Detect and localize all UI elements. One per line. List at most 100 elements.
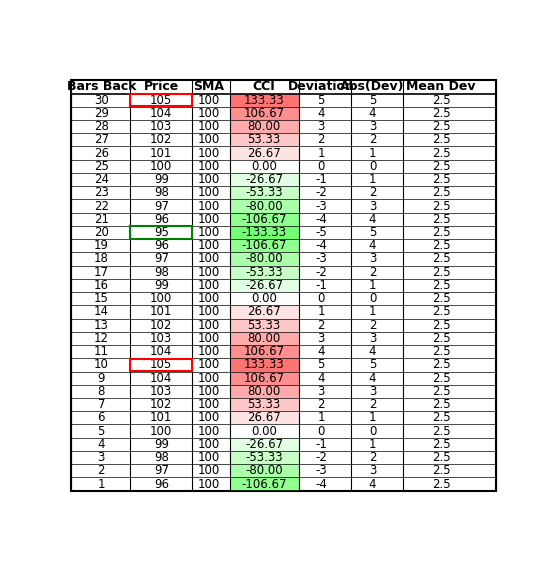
Text: 100: 100 [197,200,220,213]
Text: 9: 9 [97,371,105,385]
FancyBboxPatch shape [230,252,299,265]
Text: 30: 30 [94,94,108,107]
Text: 100: 100 [197,465,220,477]
Text: 106.67: 106.67 [243,371,285,385]
Text: 2.5: 2.5 [432,160,451,173]
Text: 2.5: 2.5 [432,371,451,385]
Text: -2: -2 [315,451,327,464]
Text: 80.00: 80.00 [248,332,281,345]
Text: 2: 2 [369,319,376,332]
Text: 2.5: 2.5 [432,358,451,371]
Text: 12: 12 [94,332,109,345]
Text: 2.5: 2.5 [432,438,451,451]
Text: 100: 100 [197,411,220,424]
FancyBboxPatch shape [230,120,299,133]
Text: 102: 102 [150,134,173,146]
Text: 2.5: 2.5 [432,134,451,146]
Text: 26.67: 26.67 [247,411,281,424]
Text: -1: -1 [315,173,327,186]
Text: 21: 21 [94,213,109,226]
Text: 2.5: 2.5 [432,451,451,464]
FancyBboxPatch shape [230,305,299,319]
FancyBboxPatch shape [230,199,299,213]
Text: 19: 19 [94,239,109,252]
Text: 1: 1 [317,146,325,159]
Text: 133.33: 133.33 [244,94,284,107]
Text: 100: 100 [197,252,220,265]
Text: 97: 97 [154,252,169,265]
Text: 100: 100 [197,134,220,146]
Text: 2.5: 2.5 [432,120,451,133]
Text: 101: 101 [150,411,173,424]
Text: 102: 102 [150,398,173,411]
Text: -53.33: -53.33 [246,186,283,199]
FancyBboxPatch shape [230,451,299,464]
Text: 1: 1 [369,438,376,451]
Text: 104: 104 [150,345,173,358]
Text: -4: -4 [315,239,327,252]
Text: 100: 100 [150,292,173,305]
Text: 17: 17 [94,266,109,279]
Text: Bars Back: Bars Back [66,80,136,93]
Text: 2.5: 2.5 [432,292,451,305]
Text: 100: 100 [197,385,220,398]
FancyBboxPatch shape [230,279,299,292]
Text: 3: 3 [317,120,325,133]
Text: 5: 5 [369,94,376,107]
Text: 1: 1 [317,411,325,424]
Text: 2: 2 [317,319,325,332]
Text: 1: 1 [369,305,376,319]
Text: 100: 100 [197,371,220,385]
Text: -26.67: -26.67 [245,279,283,292]
Text: 4: 4 [369,477,376,490]
Text: 100: 100 [197,332,220,345]
Text: 96: 96 [154,239,169,252]
Text: Deviation: Deviation [288,80,354,93]
Text: 2: 2 [369,266,376,279]
Text: 2.5: 2.5 [432,305,451,319]
Text: 16: 16 [94,279,109,292]
Text: 99: 99 [154,438,169,451]
Text: 97: 97 [154,200,169,213]
Text: 102: 102 [150,319,173,332]
Text: 100: 100 [197,398,220,411]
Text: -1: -1 [315,438,327,451]
Text: 2.5: 2.5 [432,425,451,438]
Text: CCI: CCI [253,80,275,93]
Text: 100: 100 [197,292,220,305]
Text: -2: -2 [315,266,327,279]
Text: 103: 103 [150,332,173,345]
Text: 105: 105 [150,358,173,371]
Text: 80.00: 80.00 [248,120,281,133]
Text: 2: 2 [317,134,325,146]
Text: 100: 100 [197,358,220,371]
Text: 2: 2 [369,134,376,146]
Text: 2.5: 2.5 [432,239,451,252]
Text: 26.67: 26.67 [247,305,281,319]
Text: 100: 100 [197,239,220,252]
FancyBboxPatch shape [230,345,299,358]
Text: 100: 100 [197,120,220,133]
Text: 4: 4 [317,107,325,120]
Text: 4: 4 [317,345,325,358]
Text: 2.5: 2.5 [432,266,451,279]
Text: 2.5: 2.5 [432,477,451,490]
Text: 100: 100 [197,477,220,490]
Text: 7: 7 [97,398,105,411]
Text: 133.33: 133.33 [244,358,284,371]
Text: 4: 4 [369,107,376,120]
Text: 3: 3 [369,465,376,477]
Text: 5: 5 [317,94,325,107]
Text: -53.33: -53.33 [246,266,283,279]
Text: SMA: SMA [193,80,224,93]
Text: 100: 100 [197,345,220,358]
Text: 1: 1 [369,411,376,424]
Text: 4: 4 [97,438,105,451]
Text: 2.5: 2.5 [432,332,451,345]
Text: 11: 11 [94,345,109,358]
Text: 25: 25 [94,160,109,173]
Text: -53.33: -53.33 [246,451,283,464]
Text: 5: 5 [317,358,325,371]
Text: 0: 0 [317,292,325,305]
Text: 2.5: 2.5 [432,345,451,358]
